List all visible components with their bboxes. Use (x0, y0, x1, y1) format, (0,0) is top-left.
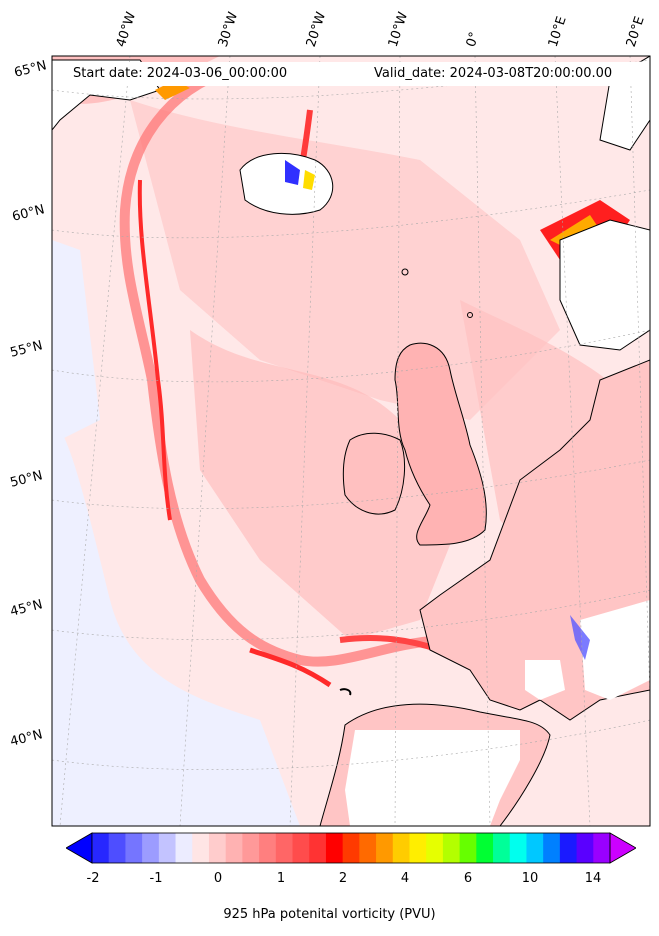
colorbar-swatch (526, 833, 544, 863)
colorbar-swatch (108, 833, 126, 863)
colorbar-tick: 10 (521, 871, 539, 886)
colorbar-swatch (309, 833, 327, 863)
ireland (342, 432, 405, 515)
colorbar-frame (91, 832, 611, 864)
iceland (239, 152, 334, 215)
colorbar-swatch (275, 833, 294, 863)
colorbar-tick: 2 (338, 871, 348, 886)
colorbar-swatch (225, 833, 243, 863)
colorbar-swatch (459, 833, 477, 863)
colorbar-swatch (208, 833, 227, 863)
valid-date: Valid_date: 2024-03-08T20:00:00.00 (374, 66, 613, 81)
colorbar (66, 832, 636, 864)
colorbar-swatch (92, 833, 110, 863)
colorbar-swatch (359, 833, 377, 863)
header-band (60, 62, 642, 86)
colorbar-swatch (409, 833, 427, 863)
colorbar-tick: 1 (276, 871, 286, 886)
colorbar-swatch (192, 833, 210, 863)
start-date: Start date: 2024-03-06_00:00:00 (73, 66, 288, 81)
colorbar-swatch (342, 833, 360, 863)
colorbar-tick: 4 (400, 871, 410, 886)
colorbar-swatch (376, 833, 394, 863)
colorbar-swatch (543, 833, 561, 863)
colorbar-swatch (242, 833, 260, 863)
colorbar-under-arrow (66, 832, 93, 864)
colorbar-swatch (576, 833, 594, 863)
great-britain (394, 342, 487, 546)
colorbar-swatch (509, 833, 527, 863)
colorbar-tick: -2 (86, 871, 100, 886)
alps-mask (580, 600, 650, 700)
colorbar-label: 925 hPa potenital vorticity (PVU) (223, 907, 436, 922)
colorbar-tick: 14 (584, 871, 602, 886)
negative-pv-region (52, 420, 300, 826)
graticule (52, 56, 650, 826)
colorbar-tick: 0 (213, 871, 223, 886)
colorbar-swatch (559, 833, 578, 863)
pv-patch (130, 100, 560, 420)
colorbar-swatch (476, 833, 494, 863)
colorbar-tick: 6 (463, 871, 473, 886)
map-frame (51, 55, 651, 827)
colorbar-swatch (593, 833, 611, 863)
colorbar-swatch (259, 833, 277, 863)
colorbar-swatch (493, 833, 511, 863)
colorbar-tick: -1 (149, 871, 163, 886)
colorbar-swatch (125, 833, 143, 863)
colorbar-swatch (292, 833, 310, 863)
colorbar-swatch (442, 833, 461, 863)
colorbar-over-arrow (609, 832, 636, 864)
colorbar-swatch (392, 833, 410, 863)
colorbar-swatch (175, 833, 193, 863)
pv-patch (190, 330, 460, 640)
colorbar-swatch (426, 833, 444, 863)
colorbar-swatch (158, 833, 177, 863)
colorbar-swatch (142, 833, 160, 863)
colorbar-swatch (325, 833, 344, 863)
